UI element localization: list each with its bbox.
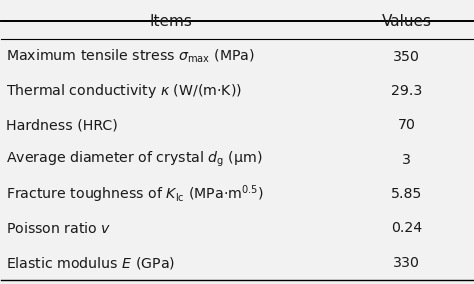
- Text: 350: 350: [393, 49, 420, 64]
- Text: Items: Items: [150, 14, 192, 29]
- Text: Fracture toughness of $K_{\mathrm{lc}}$ (MPa·m$^{0.5}$): Fracture toughness of $K_{\mathrm{lc}}$ …: [6, 183, 264, 205]
- Text: Thermal conductivity $\kappa$ (W/(m·K)): Thermal conductivity $\kappa$ (W/(m·K)): [6, 82, 242, 100]
- Text: 70: 70: [398, 118, 416, 132]
- Text: Maximum tensile stress $\sigma_{\mathrm{max}}$ (MPa): Maximum tensile stress $\sigma_{\mathrm{…: [6, 48, 255, 65]
- Text: Average diameter of crystal $d_{\mathrm{g}}$ (μm): Average diameter of crystal $d_{\mathrm{…: [6, 150, 263, 169]
- Text: 5.85: 5.85: [391, 187, 422, 201]
- Text: Hardness (HRC): Hardness (HRC): [6, 118, 118, 132]
- Text: Elastic modulus $E$ (GPa): Elastic modulus $E$ (GPa): [6, 255, 175, 271]
- Text: 330: 330: [393, 256, 420, 270]
- Text: Values: Values: [382, 14, 432, 29]
- Text: Poisson ratio $v$: Poisson ratio $v$: [6, 221, 111, 236]
- Text: 0.24: 0.24: [391, 221, 422, 235]
- Text: 3: 3: [402, 153, 411, 167]
- Text: 29.3: 29.3: [391, 84, 422, 98]
